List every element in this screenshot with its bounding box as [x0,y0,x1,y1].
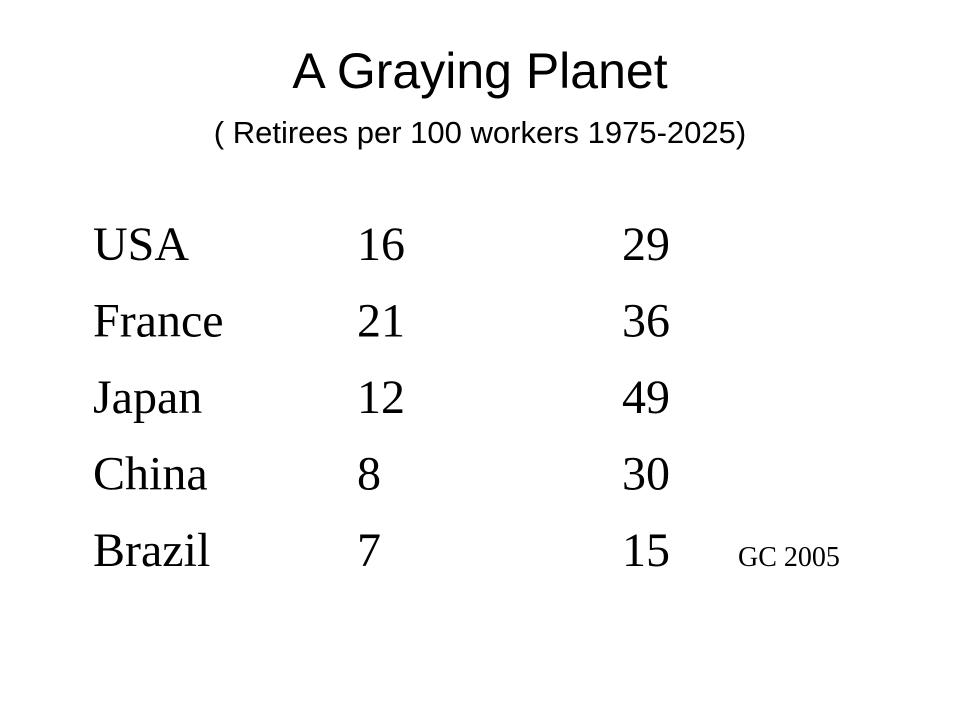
subtitle: ( Retirees per 100 workers 1975-2025) [214,115,746,150]
country: China [93,448,208,501]
country: France [93,295,224,348]
value-2025: 30 [622,448,670,501]
value-2025: 15 [622,524,670,577]
value-2025: 36 [622,295,670,348]
value-1975: 16 [357,218,405,271]
country: USA [93,218,189,271]
value-1975: 21 [357,295,405,348]
value-1975: 7 [357,524,381,577]
value-2025: 29 [622,218,670,271]
table: USA 16 29 France 21 36 Japan 12 49 China 8 30 Brazil… [93,218,670,577]
value-1975: 8 [357,448,381,501]
note: GC 2005 [738,542,840,573]
country: Brazil [93,524,210,577]
value-2025: 49 [622,371,670,424]
title: A Graying Planet [292,43,667,99]
country: Japan [93,371,202,424]
value-1975: 12 [357,371,405,424]
